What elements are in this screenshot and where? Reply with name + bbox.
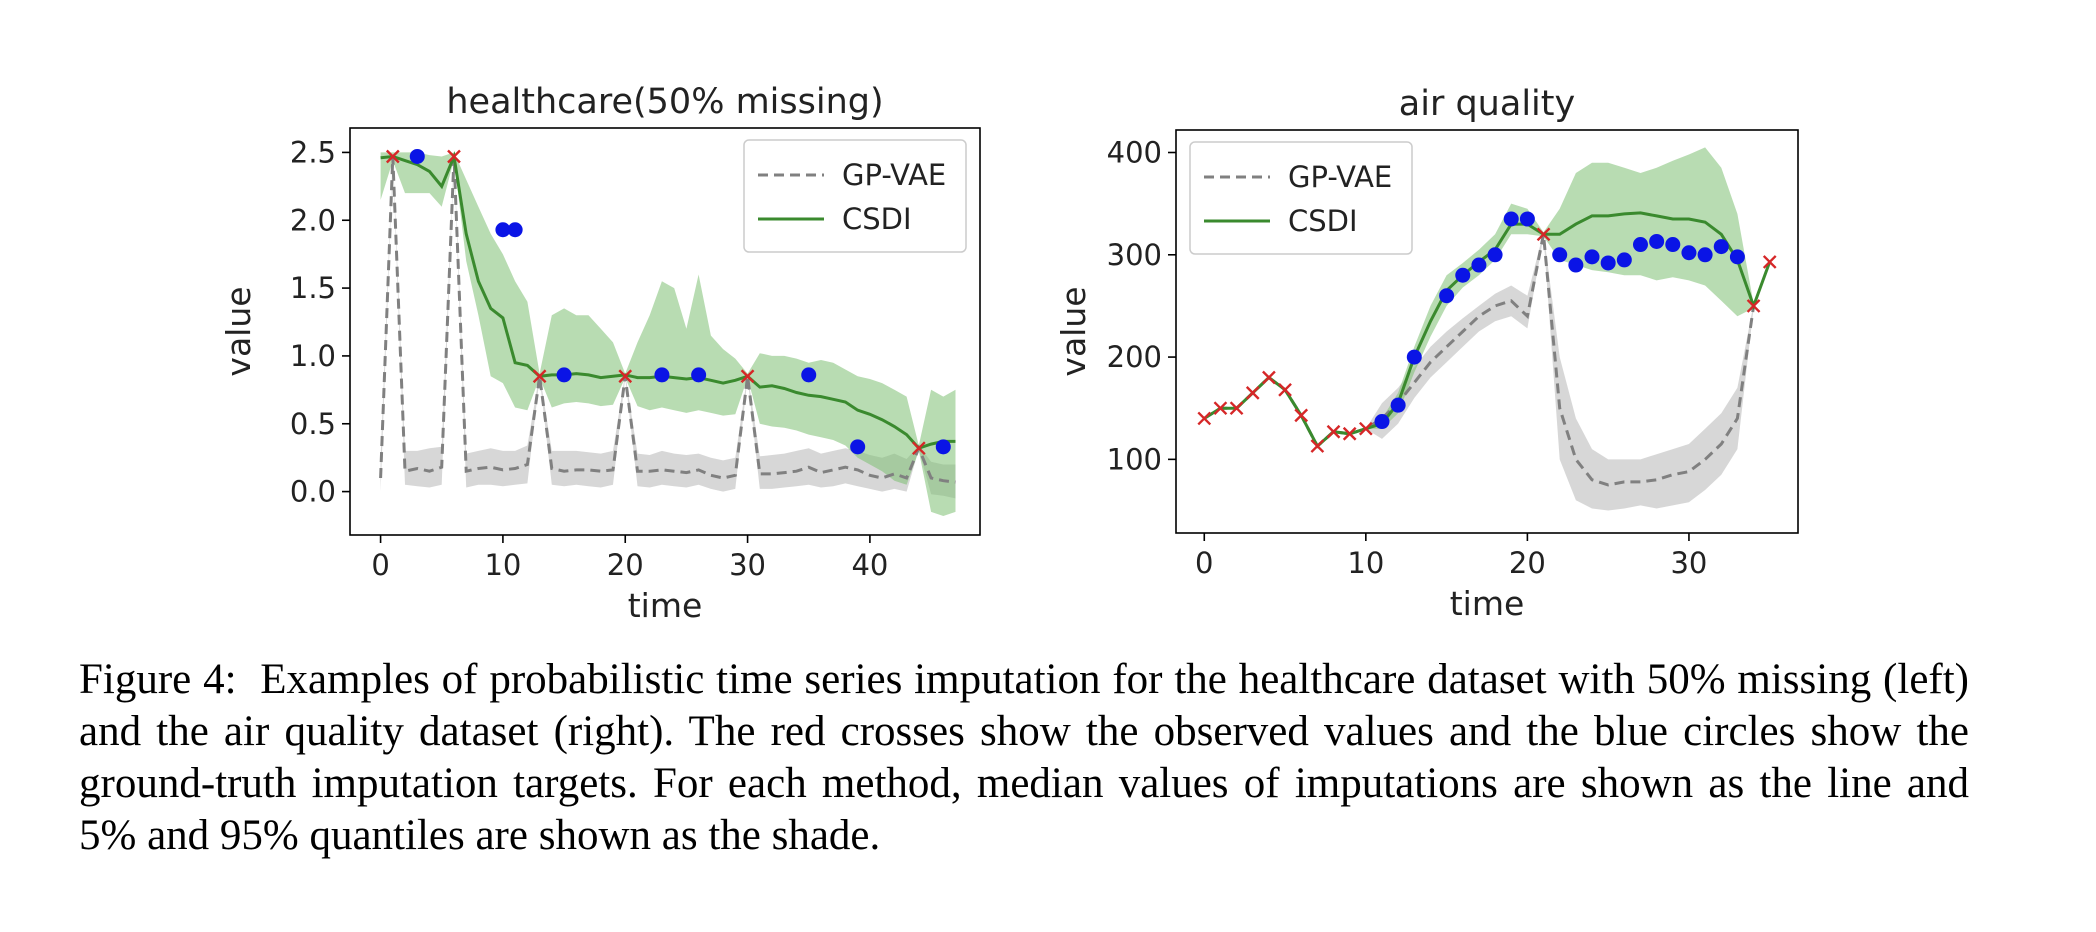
- figure-number: Figure 4:: [79, 656, 237, 703]
- y-tick-label: 1.0: [290, 339, 336, 373]
- target-point: [507, 222, 523, 238]
- plot-frame: [349, 127, 981, 536]
- x-tick-label: 0: [1195, 546, 1213, 580]
- chart-canvas: 0 10 20 30 40 0.0 0.5 1.0 1.5 2.0 2.5 healthcare(50…: [219, 82, 1799, 625]
- y-tick-label: 100: [1107, 442, 1162, 476]
- x-tick-label: 20: [607, 548, 644, 582]
- y-axis-label: value: [1054, 286, 1093, 376]
- observed-point: [532, 369, 547, 384]
- target-point: [1584, 249, 1600, 265]
- observed-point: [618, 369, 633, 384]
- target-point: [1649, 233, 1665, 249]
- y-tick-label: 400: [1107, 136, 1162, 170]
- target-point: [1390, 397, 1406, 413]
- target-point: [1697, 247, 1713, 263]
- plot-area: [379, 148, 956, 516]
- observed-point: [1358, 421, 1373, 436]
- target-point: [495, 222, 511, 238]
- plot-frame: [1175, 129, 1799, 534]
- target-point: [654, 367, 670, 383]
- y-axis-label: value: [219, 286, 258, 376]
- observed-point: [1229, 401, 1244, 416]
- target-point: [1374, 414, 1390, 430]
- target-point: [1568, 257, 1584, 273]
- target-point: [1487, 247, 1503, 263]
- caption-text: Examples of probabilistic time series im…: [79, 656, 1969, 859]
- target-point: [1600, 255, 1616, 271]
- observed-point: [1746, 299, 1761, 313]
- target-point: [409, 148, 425, 164]
- observed-point: [447, 149, 461, 164]
- line-gpvae: [379, 156, 956, 484]
- legend: GP-VAE CSDI: [743, 139, 967, 253]
- observed-point: [1294, 408, 1309, 423]
- chart-title: air quality: [1399, 84, 1575, 124]
- observed-point: [911, 441, 926, 456]
- legend-label: GP-VAE: [1288, 160, 1392, 194]
- y-tick-label: 300: [1107, 238, 1162, 272]
- target-point: [1552, 247, 1568, 263]
- plot-area: [1197, 147, 1777, 511]
- y-tick-label: 1.5: [290, 271, 336, 305]
- legend-box: [1189, 141, 1413, 255]
- target-point: [850, 439, 866, 455]
- observed-point: [1213, 401, 1228, 416]
- y-tick-label: 0.0: [290, 475, 336, 509]
- target-point: [556, 367, 572, 383]
- target-point: [1713, 239, 1729, 255]
- target-point: [801, 367, 817, 383]
- x-tick-label: 20: [1509, 546, 1546, 580]
- target-point: [1503, 211, 1519, 227]
- chart-panel-2: 0 10 20 30 100 200 300 400 air quality time value G…: [1054, 84, 1799, 623]
- legend-label: GP-VAE: [842, 158, 946, 192]
- y-tick-label: 200: [1107, 340, 1162, 374]
- band-csdi: [380, 152, 956, 516]
- target-point: [1439, 288, 1455, 304]
- chart-panel-1: 0 10 20 30 40 0.0 0.5 1.0 1.5 2.0 2.5 healthcare(50…: [219, 82, 981, 625]
- legend-box: [743, 139, 967, 253]
- observed-point: [740, 369, 755, 384]
- observed-point: [385, 149, 400, 164]
- target-point: [1681, 245, 1697, 261]
- band-csdi: [1204, 147, 1770, 447]
- x-tick-label: 30: [1670, 546, 1707, 580]
- observed-point: [1310, 439, 1325, 453]
- x-tick-label: 10: [1347, 546, 1384, 580]
- x-tick-label: 0: [371, 548, 389, 582]
- legend-label: CSDI: [842, 202, 912, 236]
- target-point: [1616, 252, 1632, 268]
- x-axis-label: time: [628, 586, 703, 625]
- observed-point: [1262, 370, 1276, 385]
- y-tick-label: 2.5: [290, 135, 336, 169]
- target-point: [1471, 257, 1487, 273]
- target-point: [1729, 249, 1745, 265]
- target-point: [1455, 267, 1471, 283]
- legend-label: CSDI: [1288, 204, 1358, 238]
- y-tick-label: 0.5: [290, 407, 336, 441]
- observed-point: [1197, 411, 1212, 426]
- figure-caption: Figure 4: Examples of probabilistic time…: [79, 654, 1969, 862]
- target-point: [691, 367, 707, 383]
- x-tick-label: 40: [851, 548, 888, 582]
- band-gpvae: [1204, 232, 1754, 511]
- target-point: [1665, 237, 1681, 253]
- x-axis-label: time: [1450, 584, 1525, 623]
- figure: 0 10 20 30 40 0.0 0.5 1.0 1.5 2.0 2.5 healthcare(50…: [219, 82, 1799, 625]
- observed-point: [1278, 382, 1292, 397]
- target-point: [1632, 237, 1648, 253]
- observed-point: [1342, 426, 1357, 441]
- chart-title: healthcare(50% missing): [446, 82, 883, 122]
- x-tick-label: 10: [484, 548, 521, 582]
- observed-point: [1245, 386, 1260, 400]
- y-tick-label: 2.0: [290, 203, 336, 237]
- x-tick-label: 30: [729, 548, 766, 582]
- target-point: [935, 439, 951, 455]
- legend: GP-VAE CSDI: [1189, 141, 1413, 255]
- target-point: [1406, 349, 1422, 365]
- observed-point: [1536, 227, 1551, 242]
- observed-point: [1326, 424, 1341, 439]
- observed-point: [1762, 255, 1777, 269]
- target-point: [1519, 211, 1535, 227]
